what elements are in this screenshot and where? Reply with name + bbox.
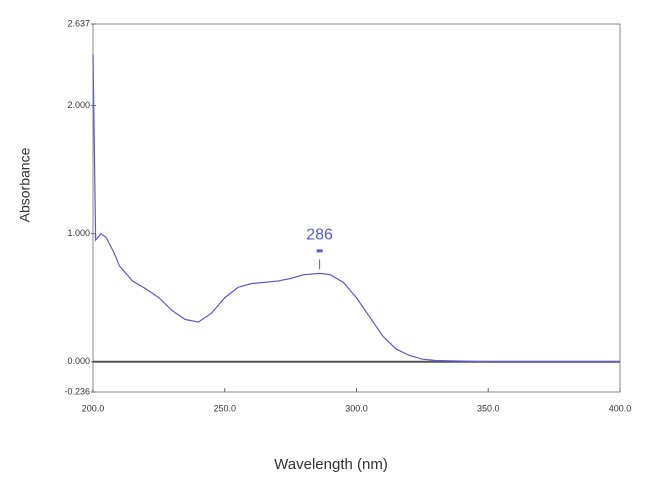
y-tick-label: 2.000	[67, 100, 90, 110]
y-tick-label: 0.000	[67, 356, 90, 366]
y-tick-label: -0.236	[64, 386, 90, 396]
x-axis-label: Wavelength (nm)	[274, 456, 388, 473]
peak-marker-box	[316, 249, 323, 253]
x-tick-label: 350.0	[477, 403, 500, 413]
y-tick-label: 1.000	[67, 228, 90, 238]
x-tick-label: 250.0	[213, 403, 236, 413]
x-tick-label: 200.0	[82, 403, 105, 413]
peak-label: 286	[306, 227, 333, 244]
x-tick-label: 300.0	[345, 403, 368, 413]
spectrum-line	[92, 54, 620, 363]
x-tick-label: 400.0	[609, 403, 632, 413]
y-tick-label: 2.637	[67, 18, 90, 28]
plot-frame	[92, 23, 621, 393]
y-axis-label: Absorbance	[17, 147, 33, 222]
